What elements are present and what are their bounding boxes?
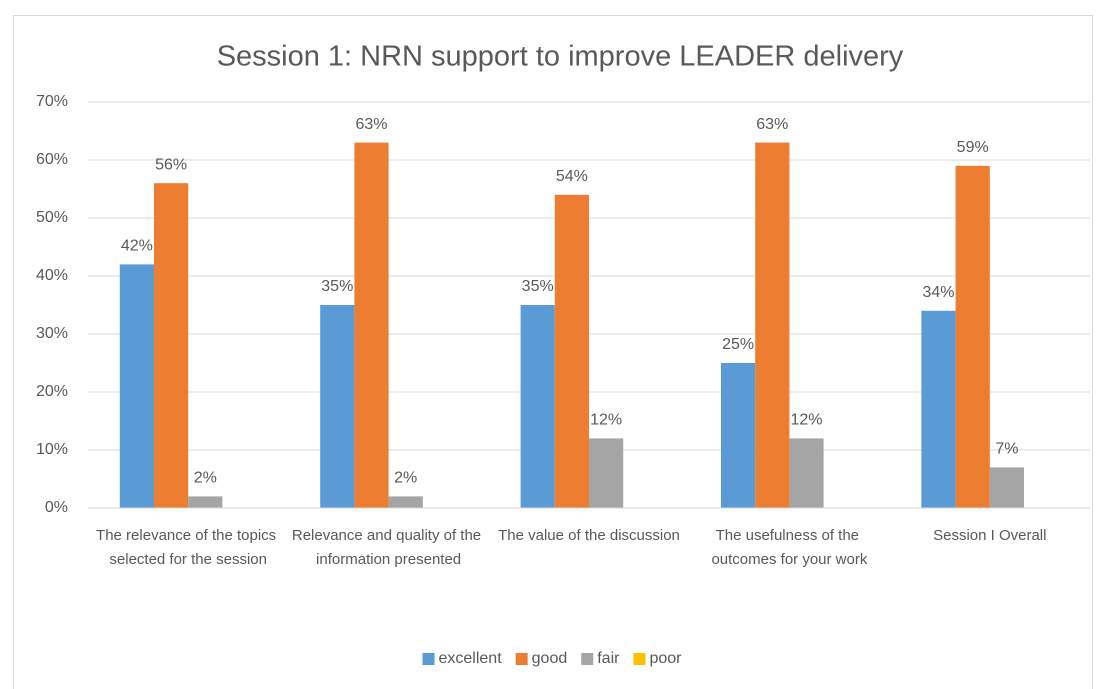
bar bbox=[154, 183, 189, 508]
data-label: 56% bbox=[155, 156, 187, 173]
data-label: 2% bbox=[394, 470, 417, 487]
data-label: 35% bbox=[321, 278, 353, 295]
legend-label: good bbox=[532, 650, 568, 667]
legend-label: poor bbox=[649, 650, 682, 667]
x-tick-label: The value of the discussion bbox=[498, 527, 680, 544]
bar bbox=[955, 165, 990, 509]
data-label: 2% bbox=[194, 470, 217, 487]
bar bbox=[354, 142, 389, 508]
data-label: 7% bbox=[995, 441, 1018, 458]
bar bbox=[755, 142, 790, 508]
data-label: 12% bbox=[590, 412, 622, 429]
x-tick-label: Session I Overall bbox=[933, 527, 1046, 544]
y-tick-label: 40% bbox=[36, 267, 68, 284]
data-label: 12% bbox=[790, 412, 822, 429]
legend-swatch bbox=[581, 653, 594, 665]
data-label: 63% bbox=[355, 116, 387, 133]
x-tick-label: The relevance of the topics selected for… bbox=[96, 527, 280, 568]
y-tick-label: 70% bbox=[36, 93, 68, 110]
x-tick-label: The usefulness of the outcomes for your … bbox=[711, 527, 867, 568]
data-label: 25% bbox=[722, 336, 754, 353]
bar bbox=[989, 467, 1024, 508]
bar bbox=[589, 438, 624, 508]
x-tick-label: Relevance and quality of the information… bbox=[292, 527, 485, 568]
bar bbox=[921, 310, 956, 508]
bar bbox=[520, 305, 555, 508]
data-label: 54% bbox=[556, 168, 588, 185]
y-tick-label: 0% bbox=[45, 499, 68, 516]
bar bbox=[188, 496, 223, 508]
y-tick-label: 20% bbox=[36, 383, 68, 400]
legend-swatch bbox=[515, 653, 528, 665]
data-label: 59% bbox=[957, 139, 989, 156]
bar bbox=[320, 305, 355, 508]
data-label: 42% bbox=[121, 238, 153, 255]
data-label: 63% bbox=[756, 116, 788, 133]
bar bbox=[119, 264, 154, 508]
y-tick-label: 50% bbox=[36, 209, 68, 226]
legend-label: fair bbox=[597, 650, 620, 667]
bar bbox=[554, 194, 589, 509]
bar bbox=[789, 438, 824, 508]
legend-label: excellent bbox=[439, 650, 503, 667]
data-label: 35% bbox=[522, 278, 554, 295]
y-tick-label: 30% bbox=[36, 325, 68, 342]
y-tick-label: 60% bbox=[36, 151, 68, 168]
chart-title: Session 1: NRN support to improve LEADER… bbox=[217, 41, 904, 73]
bar bbox=[388, 496, 423, 508]
data-label: 34% bbox=[922, 284, 954, 301]
y-tick-label: 10% bbox=[36, 441, 68, 458]
legend-swatch bbox=[633, 653, 646, 665]
bar bbox=[721, 363, 756, 508]
legend-swatch bbox=[422, 653, 435, 665]
